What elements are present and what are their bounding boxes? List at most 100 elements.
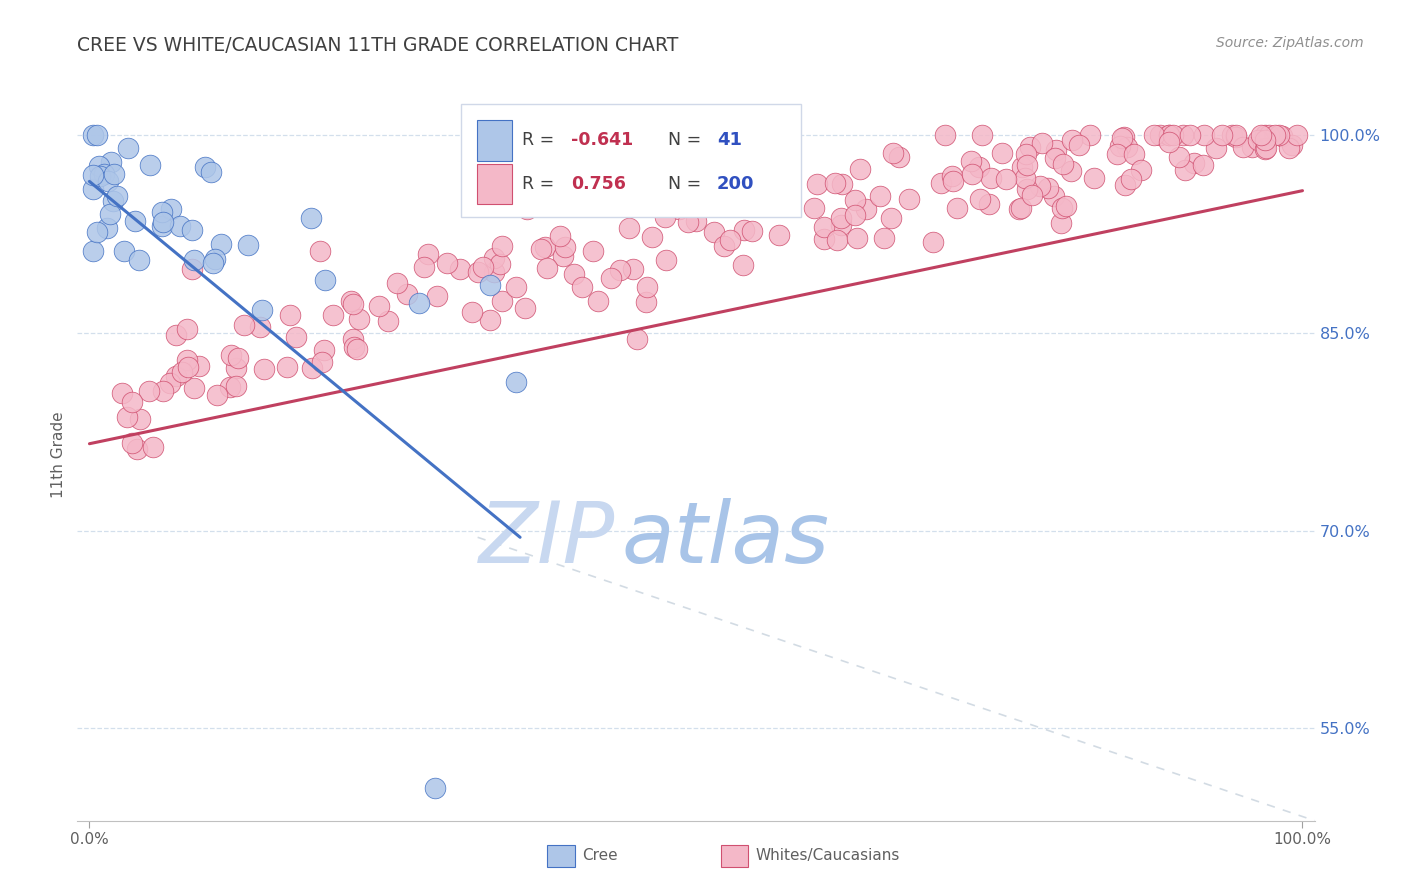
Point (846, 230, 869, 244)
FancyBboxPatch shape (721, 845, 748, 867)
Point (1010, 201, 1032, 215)
Point (340, 294, 363, 309)
Point (960, 154, 983, 169)
Point (685, 214, 707, 228)
Point (1015, 158, 1038, 172)
Point (278, 308, 301, 322)
Point (1191, 157, 1213, 171)
Text: Whites/Caucasians: Whites/Caucasians (755, 848, 900, 863)
FancyBboxPatch shape (547, 845, 575, 867)
Point (869, 189, 891, 203)
Point (934, 128, 956, 143)
Point (929, 176, 952, 190)
Point (879, 211, 901, 226)
Point (138, 384, 160, 398)
Point (718, 233, 741, 247)
Point (1029, 178, 1052, 193)
Point (668, 202, 690, 216)
Point (1163, 128, 1185, 143)
Point (825, 233, 848, 247)
Point (873, 231, 896, 245)
Point (505, 280, 527, 294)
Point (1021, 187, 1043, 202)
Text: R =: R = (522, 176, 560, 194)
Point (637, 280, 659, 294)
Point (449, 261, 471, 276)
Point (1036, 181, 1059, 195)
Point (1043, 188, 1066, 202)
FancyBboxPatch shape (477, 164, 512, 204)
Point (516, 202, 538, 217)
Point (1060, 163, 1083, 178)
Point (1173, 128, 1195, 143)
Point (301, 361, 323, 376)
Point (311, 355, 333, 369)
Point (1050, 201, 1073, 215)
Point (505, 376, 527, 390)
Point (1232, 139, 1254, 153)
Point (165, 368, 187, 383)
Point (619, 221, 641, 235)
Point (977, 197, 1000, 211)
Point (534, 240, 557, 254)
Text: 0.756: 0.756 (571, 176, 626, 194)
Point (484, 265, 506, 279)
Point (980, 171, 1002, 186)
Point (1062, 133, 1084, 147)
Point (1031, 136, 1053, 150)
Point (346, 342, 368, 356)
Point (117, 409, 139, 424)
Point (553, 249, 575, 263)
Point (703, 226, 725, 240)
Point (125, 442, 148, 456)
Point (368, 299, 391, 313)
Point (1247, 133, 1270, 147)
Point (654, 211, 676, 225)
Point (385, 276, 408, 290)
Point (426, 289, 449, 303)
Point (1192, 128, 1215, 143)
Point (1052, 156, 1074, 170)
Point (1225, 129, 1247, 144)
Point (1256, 141, 1278, 155)
Point (121, 435, 143, 450)
Point (1264, 128, 1286, 143)
Point (844, 208, 866, 222)
Point (377, 314, 399, 328)
Point (1050, 216, 1073, 230)
Point (100, 207, 122, 221)
Point (554, 240, 576, 254)
Point (1114, 178, 1136, 192)
Point (513, 301, 536, 315)
Point (228, 351, 250, 366)
Point (82, 128, 104, 143)
Text: N =: N = (668, 131, 706, 149)
Point (991, 146, 1014, 161)
Point (105, 189, 128, 203)
Point (548, 229, 571, 244)
Point (194, 161, 217, 175)
Point (169, 219, 191, 234)
Point (225, 378, 247, 392)
Point (733, 223, 755, 237)
Text: R =: R = (522, 131, 560, 149)
Point (1174, 163, 1197, 178)
Point (830, 218, 852, 232)
Point (479, 277, 502, 292)
Point (204, 252, 226, 266)
Point (969, 192, 991, 206)
Point (830, 211, 852, 226)
Point (1271, 129, 1294, 144)
Point (582, 244, 605, 259)
Point (1178, 128, 1201, 143)
Point (233, 318, 256, 332)
Point (176, 321, 198, 335)
Point (200, 164, 222, 178)
Point (478, 313, 501, 327)
Point (941, 169, 963, 183)
Point (536, 260, 558, 275)
Point (534, 192, 557, 206)
Point (773, 178, 796, 193)
FancyBboxPatch shape (461, 103, 801, 218)
Point (152, 215, 174, 229)
